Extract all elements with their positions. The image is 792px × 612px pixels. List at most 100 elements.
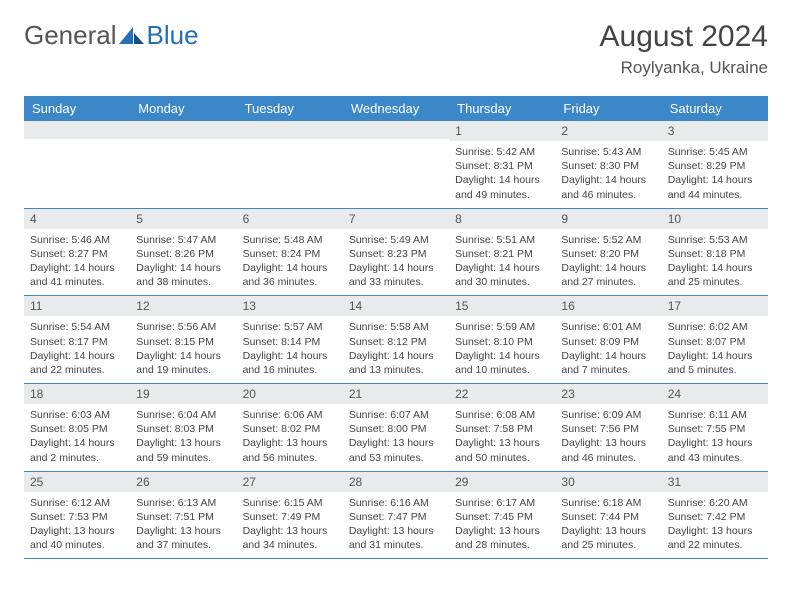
weekday-header: Thursday	[449, 96, 555, 121]
day-number: 25	[24, 472, 130, 492]
day-number: 14	[343, 296, 449, 316]
day-details: Sunrise: 5:56 AMSunset: 8:15 PMDaylight:…	[130, 316, 236, 383]
calendar-day-cell: 18Sunrise: 6:03 AMSunset: 8:05 PMDayligh…	[24, 384, 130, 472]
weekday-header: Monday	[130, 96, 236, 121]
day-details: Sunrise: 6:02 AMSunset: 8:07 PMDaylight:…	[662, 316, 768, 383]
day-number: 19	[130, 384, 236, 404]
weekday-header-row: SundayMondayTuesdayWednesdayThursdayFrid…	[24, 96, 768, 121]
day-number: 4	[24, 209, 130, 229]
day-details: Sunrise: 5:52 AMSunset: 8:20 PMDaylight:…	[555, 229, 661, 296]
calendar-day-cell: 13Sunrise: 5:57 AMSunset: 8:14 PMDayligh…	[237, 296, 343, 384]
month-title: August 2024	[600, 20, 768, 54]
calendar-day-cell: 4Sunrise: 5:46 AMSunset: 8:27 PMDaylight…	[24, 208, 130, 296]
day-details: Sunrise: 5:45 AMSunset: 8:29 PMDaylight:…	[662, 141, 768, 208]
day-number: 18	[24, 384, 130, 404]
day-details: Sunrise: 5:53 AMSunset: 8:18 PMDaylight:…	[662, 229, 768, 296]
day-details: Sunrise: 5:51 AMSunset: 8:21 PMDaylight:…	[449, 229, 555, 296]
day-number: 8	[449, 209, 555, 229]
day-number-empty	[130, 121, 236, 139]
day-number: 17	[662, 296, 768, 316]
brand-logo: General Blue	[24, 20, 199, 51]
calendar-day-cell: 3Sunrise: 5:45 AMSunset: 8:29 PMDaylight…	[662, 121, 768, 208]
calendar-day-cell: 6Sunrise: 5:48 AMSunset: 8:24 PMDaylight…	[237, 208, 343, 296]
day-details: Sunrise: 5:46 AMSunset: 8:27 PMDaylight:…	[24, 229, 130, 296]
day-number: 21	[343, 384, 449, 404]
title-block: August 2024 Roylyanka, Ukraine	[600, 20, 768, 78]
calendar-day-cell: 9Sunrise: 5:52 AMSunset: 8:20 PMDaylight…	[555, 208, 661, 296]
day-number: 27	[237, 472, 343, 492]
day-number: 22	[449, 384, 555, 404]
day-details: Sunrise: 6:20 AMSunset: 7:42 PMDaylight:…	[662, 492, 768, 559]
day-number: 26	[130, 472, 236, 492]
day-number: 13	[237, 296, 343, 316]
day-number: 31	[662, 472, 768, 492]
calendar-day-cell: 7Sunrise: 5:49 AMSunset: 8:23 PMDaylight…	[343, 208, 449, 296]
calendar-empty-cell	[130, 121, 236, 208]
day-number-empty	[343, 121, 449, 139]
day-number-empty	[237, 121, 343, 139]
day-details: Sunrise: 6:13 AMSunset: 7:51 PMDaylight:…	[130, 492, 236, 559]
location: Roylyanka, Ukraine	[600, 58, 768, 78]
day-number: 3	[662, 121, 768, 141]
day-number: 23	[555, 384, 661, 404]
calendar-table: SundayMondayTuesdayWednesdayThursdayFrid…	[24, 96, 768, 559]
calendar-day-cell: 23Sunrise: 6:09 AMSunset: 7:56 PMDayligh…	[555, 384, 661, 472]
day-details: Sunrise: 6:17 AMSunset: 7:45 PMDaylight:…	[449, 492, 555, 559]
day-details: Sunrise: 5:42 AMSunset: 8:31 PMDaylight:…	[449, 141, 555, 208]
calendar-day-cell: 30Sunrise: 6:18 AMSunset: 7:44 PMDayligh…	[555, 471, 661, 559]
calendar-day-cell: 14Sunrise: 5:58 AMSunset: 8:12 PMDayligh…	[343, 296, 449, 384]
day-number: 16	[555, 296, 661, 316]
calendar-day-cell: 29Sunrise: 6:17 AMSunset: 7:45 PMDayligh…	[449, 471, 555, 559]
calendar-day-cell: 17Sunrise: 6:02 AMSunset: 8:07 PMDayligh…	[662, 296, 768, 384]
day-details: Sunrise: 6:07 AMSunset: 8:00 PMDaylight:…	[343, 404, 449, 471]
weekday-header: Saturday	[662, 96, 768, 121]
day-number-empty	[24, 121, 130, 139]
brand-part2: Blue	[147, 20, 199, 51]
day-details: Sunrise: 5:47 AMSunset: 8:26 PMDaylight:…	[130, 229, 236, 296]
day-number: 6	[237, 209, 343, 229]
calendar-day-cell: 11Sunrise: 5:54 AMSunset: 8:17 PMDayligh…	[24, 296, 130, 384]
calendar-empty-cell	[343, 121, 449, 208]
calendar-day-cell: 19Sunrise: 6:04 AMSunset: 8:03 PMDayligh…	[130, 384, 236, 472]
day-number: 12	[130, 296, 236, 316]
day-details: Sunrise: 6:03 AMSunset: 8:05 PMDaylight:…	[24, 404, 130, 471]
day-number: 5	[130, 209, 236, 229]
day-details: Sunrise: 5:59 AMSunset: 8:10 PMDaylight:…	[449, 316, 555, 383]
day-number: 2	[555, 121, 661, 141]
calendar-empty-cell	[237, 121, 343, 208]
calendar-day-cell: 16Sunrise: 6:01 AMSunset: 8:09 PMDayligh…	[555, 296, 661, 384]
weekday-header: Friday	[555, 96, 661, 121]
day-details: Sunrise: 5:57 AMSunset: 8:14 PMDaylight:…	[237, 316, 343, 383]
day-number: 24	[662, 384, 768, 404]
calendar-week-row: 18Sunrise: 6:03 AMSunset: 8:05 PMDayligh…	[24, 384, 768, 472]
day-details: Sunrise: 6:12 AMSunset: 7:53 PMDaylight:…	[24, 492, 130, 559]
day-details: Sunrise: 6:18 AMSunset: 7:44 PMDaylight:…	[555, 492, 661, 559]
day-number: 10	[662, 209, 768, 229]
calendar-day-cell: 22Sunrise: 6:08 AMSunset: 7:58 PMDayligh…	[449, 384, 555, 472]
calendar-day-cell: 2Sunrise: 5:43 AMSunset: 8:30 PMDaylight…	[555, 121, 661, 208]
header: General Blue August 2024 Roylyanka, Ukra…	[24, 20, 768, 78]
logo-sail-icon	[119, 27, 145, 45]
calendar-day-cell: 15Sunrise: 5:59 AMSunset: 8:10 PMDayligh…	[449, 296, 555, 384]
calendar-day-cell: 28Sunrise: 6:16 AMSunset: 7:47 PMDayligh…	[343, 471, 449, 559]
weekday-header: Tuesday	[237, 96, 343, 121]
calendar-day-cell: 26Sunrise: 6:13 AMSunset: 7:51 PMDayligh…	[130, 471, 236, 559]
calendar-week-row: 11Sunrise: 5:54 AMSunset: 8:17 PMDayligh…	[24, 296, 768, 384]
day-details: Sunrise: 6:08 AMSunset: 7:58 PMDaylight:…	[449, 404, 555, 471]
calendar-day-cell: 31Sunrise: 6:20 AMSunset: 7:42 PMDayligh…	[662, 471, 768, 559]
calendar-week-row: 25Sunrise: 6:12 AMSunset: 7:53 PMDayligh…	[24, 471, 768, 559]
calendar-day-cell: 24Sunrise: 6:11 AMSunset: 7:55 PMDayligh…	[662, 384, 768, 472]
brand-part1: General	[24, 20, 117, 51]
day-number: 7	[343, 209, 449, 229]
calendar-day-cell: 27Sunrise: 6:15 AMSunset: 7:49 PMDayligh…	[237, 471, 343, 559]
calendar-day-cell: 21Sunrise: 6:07 AMSunset: 8:00 PMDayligh…	[343, 384, 449, 472]
calendar-day-cell: 1Sunrise: 5:42 AMSunset: 8:31 PMDaylight…	[449, 121, 555, 208]
day-number: 28	[343, 472, 449, 492]
day-number: 20	[237, 384, 343, 404]
calendar-day-cell: 5Sunrise: 5:47 AMSunset: 8:26 PMDaylight…	[130, 208, 236, 296]
calendar-week-row: 1Sunrise: 5:42 AMSunset: 8:31 PMDaylight…	[24, 121, 768, 208]
day-number: 9	[555, 209, 661, 229]
weekday-header: Sunday	[24, 96, 130, 121]
day-details: Sunrise: 6:01 AMSunset: 8:09 PMDaylight:…	[555, 316, 661, 383]
calendar-day-cell: 20Sunrise: 6:06 AMSunset: 8:02 PMDayligh…	[237, 384, 343, 472]
